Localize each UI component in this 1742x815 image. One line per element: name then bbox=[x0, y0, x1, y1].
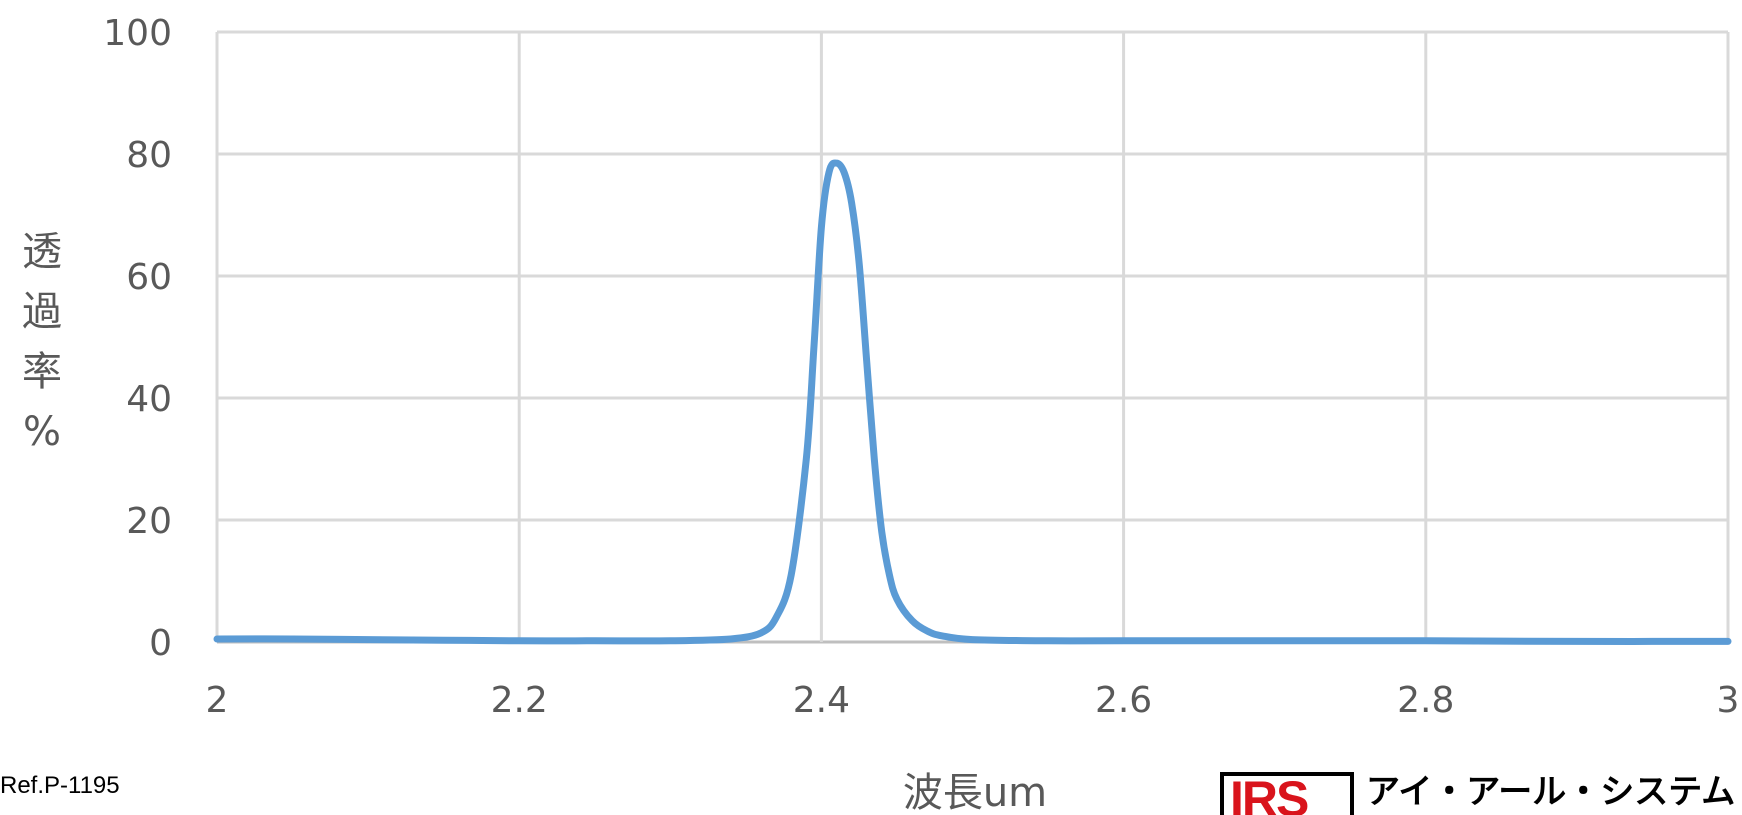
y-tick-label: 80 bbox=[126, 135, 172, 176]
series-layer bbox=[213, 159, 1732, 645]
y-tick-label: 60 bbox=[126, 257, 172, 298]
series-line bbox=[213, 159, 1732, 645]
company-logo: IRS アイ・アール・システム bbox=[1220, 772, 1740, 815]
y-axis-title: 透過率% bbox=[22, 229, 62, 455]
reference-label: Ref.P-1195 bbox=[0, 772, 120, 799]
company-name: アイ・アール・システム bbox=[1366, 772, 1736, 812]
x-tick-label: 2.8 bbox=[1397, 680, 1454, 721]
x-tick-label: 2.2 bbox=[491, 680, 548, 721]
tick-labels: 0 20 40 60 80 100 2 2.2 2.4 2.6 2.8 3 bbox=[103, 13, 1739, 721]
x-tick-label: 2.6 bbox=[1095, 680, 1152, 721]
logo-mark-text: IRS bbox=[1230, 772, 1309, 815]
y-tick-label: 0 bbox=[149, 623, 172, 664]
y-tick-label: 20 bbox=[126, 501, 172, 542]
grid bbox=[215, 30, 1730, 644]
x-tick-label: 3 bbox=[1717, 680, 1740, 721]
x-axis-title: 波長um bbox=[903, 770, 1047, 815]
y-tick-label: 40 bbox=[126, 379, 172, 420]
logo-mark: IRS bbox=[1220, 772, 1354, 815]
y-tick-label: 100 bbox=[103, 13, 172, 54]
x-tick-label: 2.4 bbox=[793, 680, 850, 721]
x-tick-label: 2 bbox=[206, 680, 229, 721]
